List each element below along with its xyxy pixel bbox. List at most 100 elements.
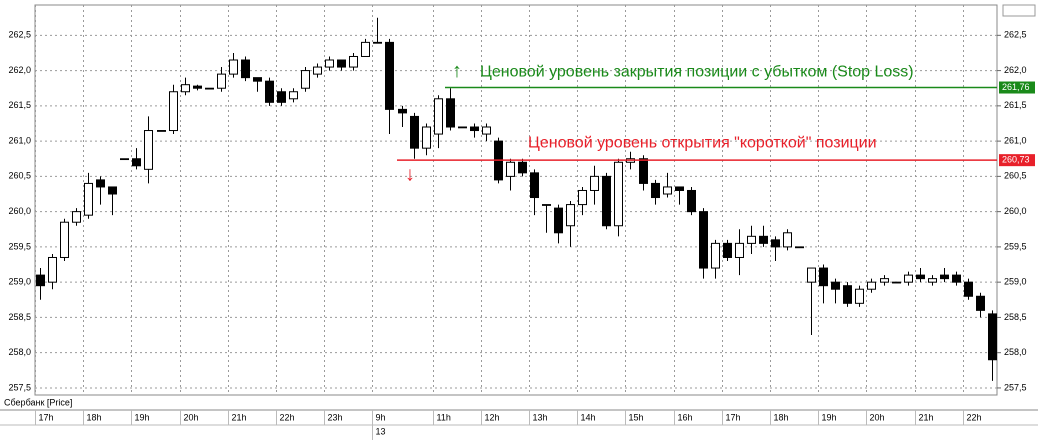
candle-body bbox=[723, 242, 732, 258]
x-tick-label: 19h bbox=[822, 412, 837, 422]
x-tick-label: 13h bbox=[533, 412, 548, 422]
candle-body bbox=[120, 158, 129, 161]
candle-body bbox=[699, 211, 708, 269]
x-tick-label: 14h bbox=[581, 412, 596, 422]
x-tick-label: 23h bbox=[328, 412, 343, 422]
level-annotation: Ценовой уровень закрытия позиции с убытк… bbox=[480, 64, 914, 81]
candle-body bbox=[373, 41, 382, 44]
candle-body bbox=[241, 59, 250, 79]
candle-body bbox=[458, 126, 467, 129]
y-tick-label: 261,5 bbox=[1004, 100, 1027, 110]
candle-body bbox=[446, 98, 455, 128]
y-tick-label: 260,0 bbox=[1004, 206, 1027, 216]
candle-body bbox=[916, 274, 925, 280]
y-tick-label: 261,0 bbox=[8, 135, 31, 145]
candle-body bbox=[711, 242, 720, 269]
candle-body bbox=[181, 84, 190, 93]
y-tick-label: 258,5 bbox=[1004, 312, 1027, 322]
candle-body bbox=[289, 91, 298, 100]
candle-body bbox=[566, 204, 575, 227]
candle-body bbox=[904, 274, 913, 283]
y-tick-label: 261,5 bbox=[8, 100, 31, 110]
candle-body bbox=[434, 98, 443, 135]
candle-body bbox=[36, 274, 45, 287]
candle-body bbox=[96, 179, 105, 188]
x-tick-label: 11h bbox=[437, 412, 451, 422]
candle-body bbox=[337, 59, 346, 68]
candle-body bbox=[398, 108, 407, 114]
candle-body bbox=[735, 242, 744, 258]
y-tick-label: 259,0 bbox=[1004, 277, 1027, 287]
date-label: 13 bbox=[376, 426, 386, 436]
candle-body bbox=[385, 41, 394, 110]
y-tick-label: 257,5 bbox=[8, 382, 31, 392]
level-annotation: Ценовой уровень открытия "короткой" пози… bbox=[528, 134, 877, 151]
candle-body bbox=[663, 186, 672, 195]
x-tick-label: 18h bbox=[774, 412, 789, 422]
candle-body bbox=[108, 186, 117, 195]
x-tick-label: 15h bbox=[629, 412, 644, 422]
y-tick-label: 260,0 bbox=[8, 206, 31, 216]
y-tick-label: 258,0 bbox=[1004, 347, 1027, 357]
candle-body bbox=[988, 313, 997, 361]
candle-body bbox=[169, 91, 178, 132]
candle-body bbox=[48, 256, 57, 283]
level-arrow: ↑ bbox=[452, 60, 462, 82]
candle-body bbox=[578, 189, 587, 206]
price-tag-bg bbox=[999, 81, 1035, 94]
x-tick-label: 18h bbox=[87, 412, 102, 422]
x-tick-label: 16h bbox=[678, 412, 693, 422]
candle-body bbox=[72, 211, 81, 223]
candle-body bbox=[747, 235, 756, 244]
candle-body bbox=[518, 161, 527, 174]
candle-body bbox=[349, 55, 358, 68]
candle-body bbox=[506, 161, 515, 177]
candle-body bbox=[675, 186, 684, 191]
candle-body bbox=[771, 239, 780, 248]
x-tick-label: 12h bbox=[485, 412, 500, 422]
candle-body bbox=[867, 281, 876, 290]
x-tick-label: 17h bbox=[726, 412, 741, 422]
candle-body bbox=[157, 130, 166, 132]
candle-body bbox=[892, 281, 901, 284]
y-tick-label: 258,0 bbox=[8, 347, 31, 357]
candle-body bbox=[482, 126, 491, 135]
candle-body bbox=[651, 182, 660, 199]
y-tick-label: 262,0 bbox=[1004, 65, 1027, 75]
x-tick-label: 21h bbox=[919, 412, 934, 422]
y-tick-label: 258,5 bbox=[8, 312, 31, 322]
price-tag: 261,76 bbox=[1002, 82, 1030, 92]
candle-body bbox=[940, 274, 949, 280]
candle-body bbox=[687, 189, 696, 213]
corner-box bbox=[1002, 4, 1036, 17]
candle-body bbox=[217, 73, 226, 89]
candle-body bbox=[301, 70, 310, 89]
y-tick-label: 260,5 bbox=[8, 171, 31, 181]
candle-body bbox=[193, 85, 202, 89]
candle-body bbox=[831, 281, 840, 290]
x-tick-label: 20h bbox=[870, 412, 885, 422]
candle-body bbox=[84, 182, 93, 216]
candle-body bbox=[819, 267, 828, 287]
y-tick-label: 260,5 bbox=[1004, 171, 1027, 181]
candle-body bbox=[229, 59, 238, 75]
candle-body bbox=[253, 77, 262, 82]
candle-body bbox=[964, 281, 973, 297]
candle-body bbox=[639, 158, 648, 184]
price-tag: 260,73 bbox=[1002, 155, 1030, 165]
y-tick-label: 262,0 bbox=[8, 65, 31, 75]
x-tick-label: 17h bbox=[39, 412, 54, 422]
candle-body bbox=[843, 285, 852, 304]
y-tick-label: 259,5 bbox=[8, 241, 31, 251]
candle-body bbox=[614, 161, 623, 227]
x-tick-label: 22h bbox=[967, 412, 982, 422]
x-tick-label: 21h bbox=[232, 412, 247, 422]
y-tick-label: 259,0 bbox=[8, 277, 31, 287]
candle-body bbox=[554, 207, 563, 234]
candle-body bbox=[928, 278, 937, 283]
candle-body bbox=[265, 80, 274, 103]
candle-body bbox=[60, 221, 69, 258]
candle-body bbox=[783, 232, 792, 248]
candle-body bbox=[277, 91, 286, 103]
